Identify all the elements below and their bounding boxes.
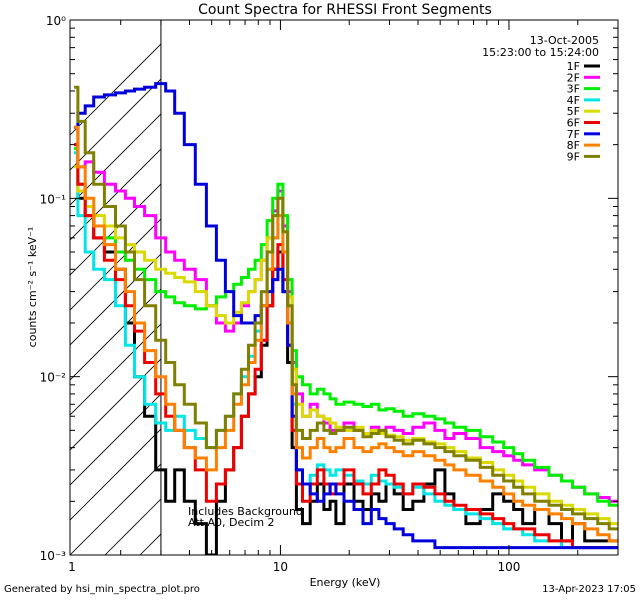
series-9F xyxy=(74,85,618,531)
timestamp-text: 13-Apr-2023 17:05 xyxy=(542,584,636,595)
series-2F xyxy=(74,143,618,503)
hatch-line xyxy=(70,393,161,486)
attenuator-hatch-region xyxy=(70,20,640,555)
chart-title: Count Spectra for RHESSI Front Segments xyxy=(198,2,492,18)
legend-label-8F: 8F xyxy=(567,139,580,152)
hatch-line xyxy=(70,428,161,521)
hatch-line xyxy=(630,20,640,555)
generated-by-text: Generated by hsi_min_spectra_plot.pro xyxy=(4,584,200,595)
legend-label-5F: 5F xyxy=(567,105,580,118)
hatch-line xyxy=(420,20,640,555)
background-note: Includes Background xyxy=(188,505,303,518)
y-tick-label-1e-3: 10⁻³ xyxy=(40,549,67,563)
hatch-line xyxy=(70,43,161,136)
y-tick-label-1e-2: 10⁻² xyxy=(40,371,67,385)
series-8F xyxy=(74,125,618,543)
series-5F xyxy=(74,165,618,526)
hatch-line xyxy=(70,218,161,311)
observation-date: 13-Oct-2005 xyxy=(530,34,599,47)
legend-label-1F: 1F xyxy=(567,60,580,73)
plot-frame xyxy=(69,19,619,556)
hatch-line xyxy=(70,358,161,451)
hatch-line xyxy=(70,78,161,171)
hatch-line xyxy=(70,253,161,346)
x-tick-label-10: 10 xyxy=(273,560,288,574)
legend-label-3F: 3F xyxy=(567,83,580,96)
series-3F xyxy=(74,147,618,507)
y-axis-label: counts cm⁻² s⁻¹ keV⁻¹ xyxy=(26,227,39,348)
legend-label-6F: 6F xyxy=(567,117,580,130)
attenuator-note: Att A0, Decim 2 xyxy=(188,516,275,529)
x-tick-label-100: 100 xyxy=(498,560,521,574)
series-6F xyxy=(74,143,618,550)
y-tick-label-1e-1: 10⁻¹ xyxy=(40,192,67,206)
hatch-line xyxy=(70,288,161,381)
observation-time-range: 15:23:00 to 15:24:00 xyxy=(482,46,599,59)
y-tick-label-1e0: 10⁰ xyxy=(46,14,66,28)
legend-label-4F: 4F xyxy=(567,94,580,107)
x-axis-label: Energy (keV) xyxy=(310,576,381,589)
x-tick-label-1: 1 xyxy=(68,560,76,574)
legend-label-9F: 9F xyxy=(567,150,580,163)
legend-label-7F: 7F xyxy=(567,128,580,141)
hatch-line xyxy=(525,20,640,555)
series-1F xyxy=(74,125,618,555)
hatch-line xyxy=(70,183,161,276)
hatch-line xyxy=(245,20,640,555)
legend-label-2F: 2F xyxy=(567,71,580,84)
hatch-line xyxy=(70,463,161,555)
